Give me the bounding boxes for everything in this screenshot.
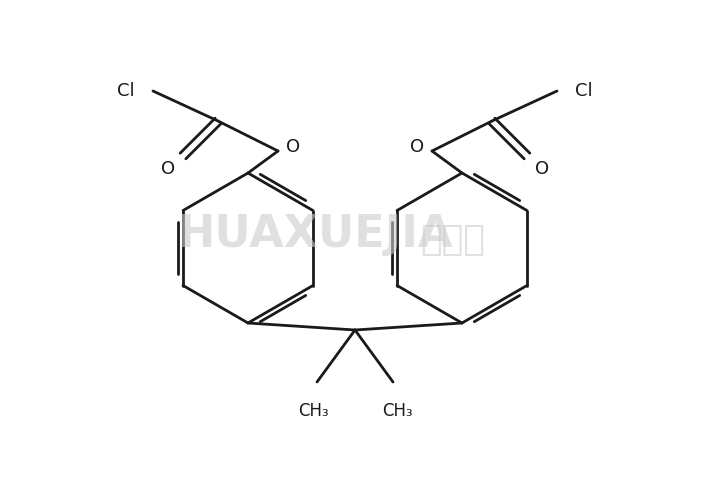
Text: 化学加: 化学加 <box>420 223 485 257</box>
Text: HUAXUEJIA: HUAXUEJIA <box>178 213 453 257</box>
Text: Cl: Cl <box>575 82 593 100</box>
Text: CH₃: CH₃ <box>381 402 412 420</box>
Text: CH₃: CH₃ <box>298 402 328 420</box>
Text: O: O <box>410 138 424 156</box>
Text: O: O <box>161 160 175 178</box>
Text: O: O <box>535 160 549 178</box>
Text: O: O <box>286 138 300 156</box>
Text: Cl: Cl <box>118 82 135 100</box>
